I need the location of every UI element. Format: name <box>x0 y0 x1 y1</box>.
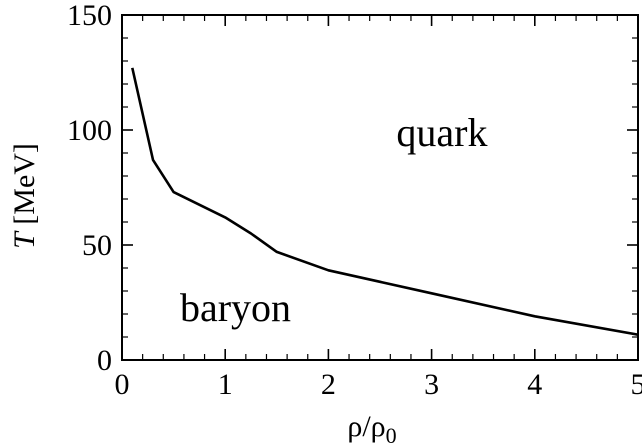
x-axis-title-main: ρ/ρ <box>347 410 385 443</box>
x-tick-label: 4 <box>527 368 542 401</box>
series-layer <box>131 67 639 336</box>
region-label-quark: quark <box>396 110 487 155</box>
y-tick-label: 150 <box>67 0 112 32</box>
x-tick-label: 0 <box>115 368 130 401</box>
x-tick-label: 2 <box>321 368 336 401</box>
x-tick-label: 1 <box>218 368 233 401</box>
x-axis-title: ρ/ρ0 <box>347 410 396 443</box>
x-tick-label: 5 <box>631 368 642 401</box>
y-axis-title: T [MeV] <box>8 143 41 249</box>
phase-boundary-line <box>131 67 639 336</box>
x-axis-title-subscript: 0 <box>386 423 397 443</box>
y-tick-label: 100 <box>67 114 112 147</box>
y-axis-title-unit: [MeV] <box>8 143 41 232</box>
y-tick-label: 50 <box>82 229 112 262</box>
y-tick-label: 0 <box>97 344 112 377</box>
y-axis-title-variable: T <box>8 230 41 249</box>
annotation-layer: quark baryon <box>180 110 487 330</box>
plot-frame-layer <box>121 14 639 361</box>
x-tick-label: 3 <box>424 368 439 401</box>
region-label-baryon: baryon <box>180 285 291 330</box>
plot-frame <box>121 14 639 361</box>
